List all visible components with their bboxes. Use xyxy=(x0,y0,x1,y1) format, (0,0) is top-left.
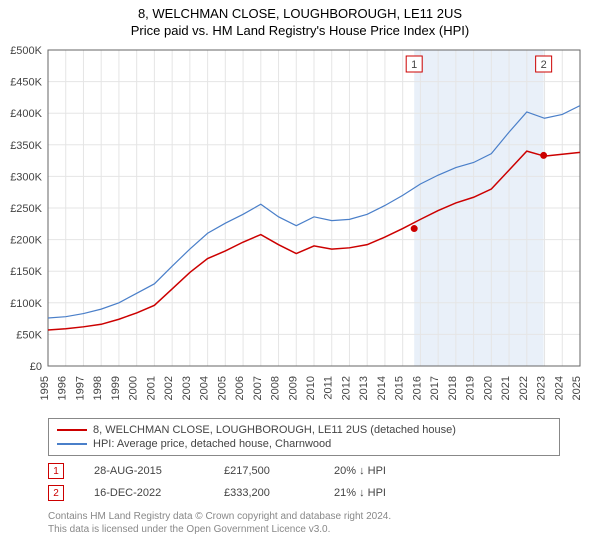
svg-text:2001: 2001 xyxy=(145,376,157,400)
legend-swatch xyxy=(57,429,87,431)
marker-price: £333,200 xyxy=(224,487,304,499)
svg-text:2018: 2018 xyxy=(447,376,459,400)
svg-text:£0: £0 xyxy=(30,361,42,373)
svg-text:2007: 2007 xyxy=(252,376,264,400)
chart-title-main: 8, WELCHMAN CLOSE, LOUGHBOROUGH, LE11 2U… xyxy=(0,0,600,21)
svg-text:2023: 2023 xyxy=(536,376,548,400)
svg-text:£450K: £450K xyxy=(10,77,42,89)
footer-line: This data is licensed under the Open Gov… xyxy=(48,523,560,536)
svg-text:2003: 2003 xyxy=(181,376,193,400)
marker-date: 16-DEC-2022 xyxy=(94,487,194,499)
marker-delta: 20% ↓ HPI xyxy=(334,465,424,477)
svg-text:2021: 2021 xyxy=(500,376,512,400)
chart-area: £0 £50K £100K £150K £200K £250K £300K £350K £400… xyxy=(0,42,600,412)
svg-text:2022: 2022 xyxy=(518,376,530,400)
svg-text:£50K: £50K xyxy=(16,329,42,341)
svg-text:£400K: £400K xyxy=(10,108,42,120)
svg-text:1: 1 xyxy=(411,59,417,71)
footer-attribution: Contains HM Land Registry data © Crown c… xyxy=(48,510,560,536)
svg-text:£500K: £500K xyxy=(10,45,42,57)
marker-delta: 21% ↓ HPI xyxy=(334,487,424,499)
marker-badge: 1 xyxy=(48,463,64,479)
svg-text:2008: 2008 xyxy=(270,376,282,400)
svg-text:2025: 2025 xyxy=(571,376,583,400)
svg-text:2013: 2013 xyxy=(358,376,370,400)
legend-row: 8, WELCHMAN CLOSE, LOUGHBOROUGH, LE11 2U… xyxy=(57,423,551,437)
svg-text:£350K: £350K xyxy=(10,140,42,152)
footer-line: Contains HM Land Registry data © Crown c… xyxy=(48,510,560,523)
svg-text:2017: 2017 xyxy=(429,376,441,400)
svg-text:2014: 2014 xyxy=(376,376,388,400)
svg-text:£300K: £300K xyxy=(10,171,42,183)
marker-row: 2 16-DEC-2022 £333,200 21% ↓ HPI xyxy=(48,482,560,504)
svg-text:2: 2 xyxy=(541,59,547,71)
marker-price: £217,500 xyxy=(224,465,304,477)
svg-text:2016: 2016 xyxy=(411,376,423,400)
svg-text:2009: 2009 xyxy=(287,376,299,400)
svg-text:2005: 2005 xyxy=(216,376,228,400)
svg-text:1999: 1999 xyxy=(110,376,122,400)
legend-label: HPI: Average price, detached house, Char… xyxy=(93,438,331,450)
legend-box: 8, WELCHMAN CLOSE, LOUGHBOROUGH, LE11 2U… xyxy=(48,418,560,456)
svg-text:2002: 2002 xyxy=(163,376,175,400)
chart-svg: £0 £50K £100K £150K £200K £250K £300K £350K £400… xyxy=(0,42,600,412)
svg-text:2000: 2000 xyxy=(128,376,140,400)
svg-text:2010: 2010 xyxy=(305,376,317,400)
legend-row: HPI: Average price, detached house, Char… xyxy=(57,437,551,451)
marker-row: 1 28-AUG-2015 £217,500 20% ↓ HPI xyxy=(48,460,560,482)
svg-text:1995: 1995 xyxy=(39,376,51,400)
svg-text:1998: 1998 xyxy=(92,376,104,400)
markers-table: 1 28-AUG-2015 £217,500 20% ↓ HPI 2 16-DE… xyxy=(48,460,560,504)
legend-label: 8, WELCHMAN CLOSE, LOUGHBOROUGH, LE11 2U… xyxy=(93,424,456,436)
svg-text:2024: 2024 xyxy=(553,376,565,400)
svg-text:2004: 2004 xyxy=(199,376,211,400)
marker-badge: 2 xyxy=(48,485,64,501)
svg-text:2015: 2015 xyxy=(394,376,406,400)
svg-text:£200K: £200K xyxy=(10,235,42,247)
svg-text:2012: 2012 xyxy=(340,376,352,400)
svg-text:2020: 2020 xyxy=(482,376,494,400)
svg-text:£100K: £100K xyxy=(10,298,42,310)
svg-text:2006: 2006 xyxy=(234,376,246,400)
marker-date: 28-AUG-2015 xyxy=(94,465,194,477)
svg-text:£150K: £150K xyxy=(10,266,42,278)
svg-text:1996: 1996 xyxy=(57,376,69,400)
svg-text:£250K: £250K xyxy=(10,203,42,215)
svg-text:1997: 1997 xyxy=(74,376,86,400)
chart-title-sub: Price paid vs. HM Land Registry's House … xyxy=(0,21,600,42)
legend-swatch xyxy=(57,443,87,445)
svg-text:2019: 2019 xyxy=(465,376,477,400)
svg-text:2011: 2011 xyxy=(323,376,335,400)
